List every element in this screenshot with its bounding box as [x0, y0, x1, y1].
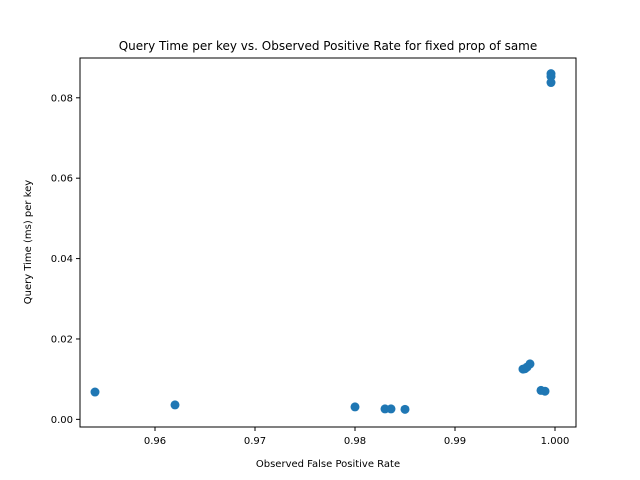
data-point — [525, 359, 535, 369]
x-tick-label: 0.97 — [244, 436, 266, 447]
y-tick-label: 0.04 — [51, 254, 73, 265]
y-tick-label: 0.00 — [51, 415, 73, 426]
y-axis-label: Query Time (ms) per key — [23, 180, 34, 305]
data-point — [400, 404, 410, 414]
data-point — [546, 78, 556, 88]
x-tick-label: 1.000 — [541, 436, 570, 447]
data-point — [90, 387, 100, 397]
x-axis-ticks: 0.96 0.97 0.98 0.99 1.000 — [144, 427, 569, 447]
y-tick-label: 0.08 — [51, 93, 73, 104]
x-tick-label: 0.99 — [444, 436, 466, 447]
x-tick-label: 0.98 — [344, 436, 366, 447]
y-axis-ticks: 0.00 0.02 0.04 0.06 0.08 — [51, 93, 80, 426]
y-tick-label: 0.06 — [51, 174, 73, 185]
data-points — [90, 69, 556, 414]
x-axis-label: Observed False Positive Rate — [256, 459, 400, 470]
y-tick-label: 0.02 — [51, 334, 73, 345]
data-point — [350, 402, 360, 412]
data-point — [170, 400, 180, 410]
axes-frame — [79, 57, 577, 428]
chart-title: Query Time per key vs. Observed Positive… — [119, 39, 538, 53]
data-point — [540, 386, 550, 396]
x-tick-label: 0.96 — [144, 436, 166, 447]
plot-area: 0.96 0.97 0.98 0.99 1.000 0.000.020.040.060.… — [51, 57, 577, 447]
data-point — [386, 404, 396, 414]
